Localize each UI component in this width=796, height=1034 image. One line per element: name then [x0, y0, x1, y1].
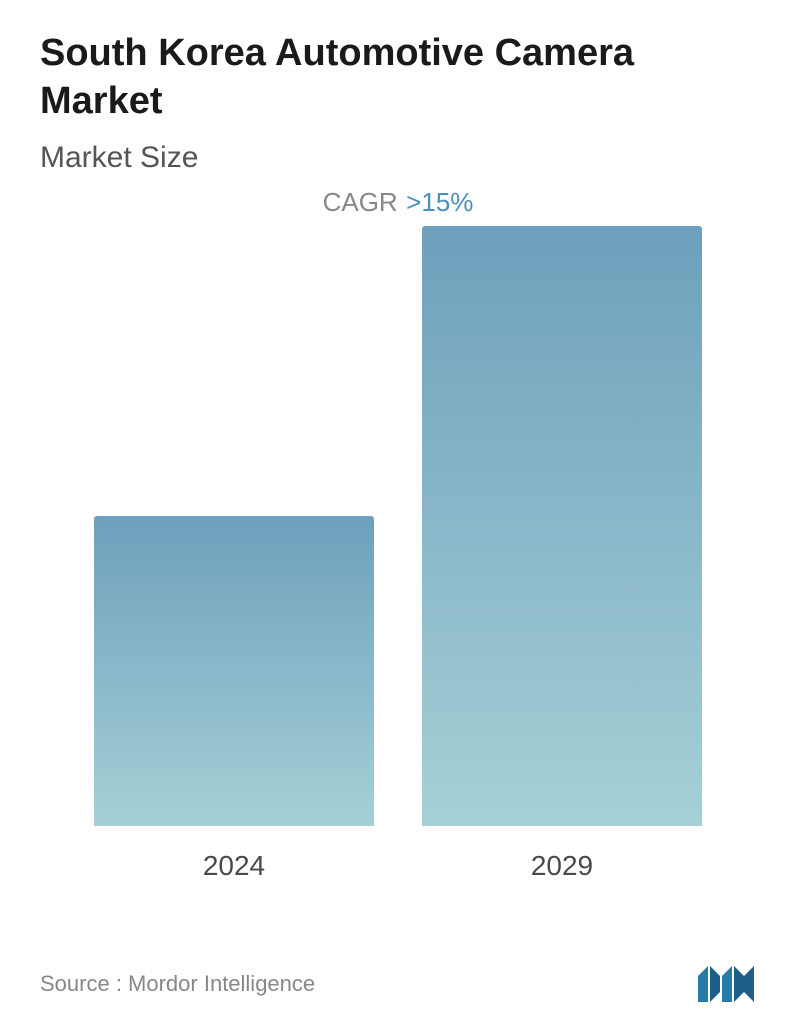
bar-label-2024: 2024: [203, 850, 265, 882]
logo-icon: [696, 964, 756, 1004]
bar-2029: [422, 226, 702, 826]
cagr-label: CAGR: [323, 187, 398, 217]
bar-label-2029: 2029: [531, 850, 593, 882]
footer: Source : Mordor Intelligence: [40, 964, 756, 1004]
bar-2024: [94, 516, 374, 826]
source-text: Source : Mordor Intelligence: [40, 971, 315, 997]
cagr-container: CAGR >15%: [40, 187, 756, 218]
chart-subtitle: Market Size: [40, 141, 756, 175]
cagr-value: >15%: [406, 187, 473, 217]
chart-title: South Korea Automotive Camera Market: [40, 30, 756, 125]
bar-group-2024: 2024: [94, 516, 374, 882]
bar-group-2029: 2029: [422, 226, 702, 882]
chart-area: 2024 2029: [40, 242, 756, 882]
